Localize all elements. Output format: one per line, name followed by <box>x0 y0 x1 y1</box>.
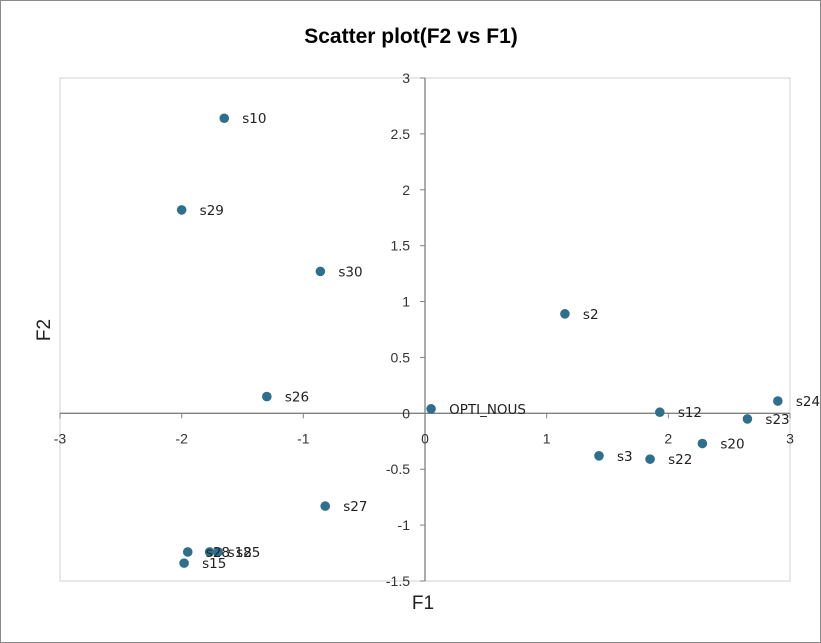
data-point <box>742 414 753 424</box>
point-label: s23 <box>765 412 789 428</box>
axes <box>59 77 791 582</box>
data-point <box>204 547 215 557</box>
point-label: s29 <box>200 203 224 219</box>
x-tick-label: -1 <box>297 430 310 446</box>
data-point <box>426 404 436 414</box>
data-point <box>320 501 331 511</box>
chart-title: Scatter plot(F2 vs F1) <box>304 25 518 48</box>
y-tick-label: 1 <box>402 294 410 310</box>
y-tick-label: 1.5 <box>391 238 411 254</box>
point-label: s20 <box>720 437 744 453</box>
y-tick-label: 0.5 <box>391 349 411 365</box>
point-label: s24 <box>796 394 820 410</box>
point-label: s30 <box>338 264 362 280</box>
point-label: s22 <box>668 452 692 468</box>
y-tick-label: -1.5 <box>386 573 410 589</box>
y-axis-title: F2 <box>34 319 55 341</box>
data-point <box>655 407 665 418</box>
x-tick-label: 3 <box>786 430 794 446</box>
point-label: s26 <box>285 390 309 406</box>
data-point <box>213 547 223 557</box>
x-tick-label: -3 <box>54 430 67 446</box>
y-tick-label: -1 <box>398 517 411 533</box>
point-label: s27 <box>343 499 367 515</box>
x-tick-label: -2 <box>175 430 188 446</box>
y-tick-label: 2.5 <box>391 126 411 142</box>
data-point <box>315 266 326 277</box>
point-label: s18 <box>228 545 252 561</box>
data-point <box>773 396 783 406</box>
point-label: s12 <box>678 405 702 421</box>
x-tick-label: 2 <box>664 430 672 446</box>
point-label: s2 <box>583 307 599 323</box>
data-point <box>262 391 272 402</box>
y-tick-label: 0 <box>402 405 410 421</box>
data-point <box>560 309 570 319</box>
point-label: OPTI_NOUS <box>449 402 526 418</box>
data-point <box>179 558 189 568</box>
point-label: s25 <box>236 545 260 561</box>
data-points <box>176 113 783 568</box>
data-point <box>182 547 193 557</box>
y-tick-label: 3 <box>402 70 410 86</box>
tick-labels: -3 -2 -1 0 1 2 3 -1.5 -1 -0.5 0 0.5 1 1.5 2 2.5 3 <box>54 70 794 589</box>
point-label: s15 <box>202 556 226 572</box>
point-label: s10 <box>242 111 266 127</box>
data-point <box>219 113 230 124</box>
x-tick-label: 1 <box>543 430 551 446</box>
x-axis-title: F1 <box>412 593 434 614</box>
y-tick-label: 2 <box>402 182 410 198</box>
data-point <box>697 438 708 449</box>
point-label: s3 <box>617 449 633 465</box>
point-label: s28 <box>206 545 230 561</box>
data-point <box>594 451 604 461</box>
y-tick-label: -0.5 <box>386 461 410 477</box>
data-point <box>645 454 655 464</box>
data-point <box>176 205 187 215</box>
x-tick-label: 0 <box>421 430 429 446</box>
